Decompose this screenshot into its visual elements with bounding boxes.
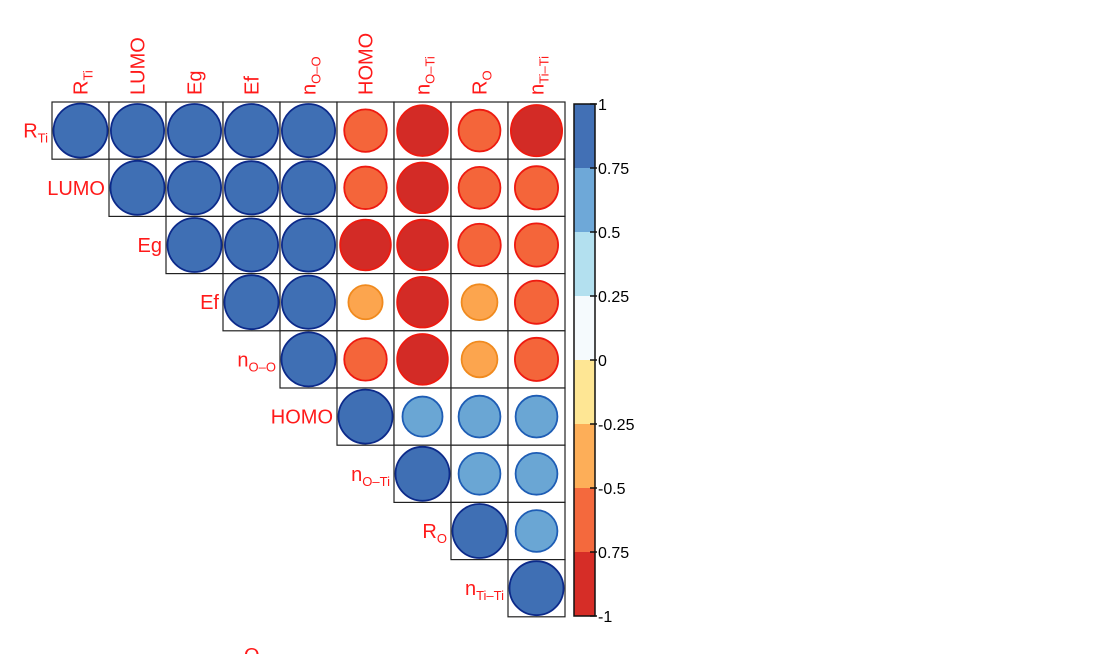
colorbar-tick-label: 0.25 — [598, 289, 629, 306]
corr-circle-r-ti-homo — [343, 108, 388, 153]
corr-circle-ef-ef — [223, 274, 280, 331]
corr-circle-ef-n-o-o — [281, 274, 336, 330]
colorbar-tick-label: -0.5 — [598, 481, 626, 498]
row-label-lumo: LUMO — [47, 178, 105, 200]
corr-circle-eg-n-o-o — [281, 217, 336, 273]
colorbar-segment — [574, 168, 595, 233]
corr-circle-lumo-n-o-o — [281, 160, 336, 216]
colorbar-tick-label: 0.75 — [598, 161, 629, 178]
colorbar-tick-label: 0.5 — [598, 225, 620, 242]
corr-circle-lumo-ef — [224, 160, 279, 216]
corr-circle-eg-n-ti-ti — [514, 222, 560, 268]
corr-circle-eg-homo — [339, 218, 392, 272]
colorbar: 1 0.75 0.5 0.25 0 -0.25 -0.5 0.75 -1 — [573, 97, 635, 626]
colorbar-segment — [574, 424, 595, 489]
corr-circle-r-ti-n-o-ti — [396, 104, 449, 157]
corr-circle-n-o-o-n-o-o — [280, 331, 337, 388]
corr-circle-ef-r-o — [460, 283, 499, 322]
colorbar-tick-label: 1 — [598, 97, 607, 114]
corr-circle-n-o-o-n-o-ti — [396, 333, 449, 386]
corr-circle-ef-n-ti-ti — [514, 279, 560, 325]
corr-circle-r-ti-r-ti — [52, 102, 109, 159]
row-label-eg: Eg — [138, 235, 162, 257]
corr-circle-r-o-r-o — [451, 503, 508, 559]
colorbar-segment — [574, 360, 595, 425]
corr-circle-n-o-o-homo — [343, 337, 388, 382]
row-label-r-o: RO — [422, 521, 447, 546]
colorbar-segment — [574, 232, 595, 297]
col-label-ef: Ef — [242, 76, 264, 95]
row-label-homo: HOMO — [271, 407, 333, 429]
col-label-n-o-ti: nO–Ti — [413, 56, 438, 95]
colorbar-tick-label: -0.25 — [598, 417, 635, 434]
row-label-n-ti-ti: nTi–Ti — [465, 578, 504, 603]
colorbar-tick-label: 0.75 — [598, 545, 629, 562]
corr-circle-n-o-ti-n-ti-ti — [514, 451, 559, 496]
correlation-grid — [51, 101, 566, 618]
row-label-r-ti: RTi — [23, 121, 48, 146]
corr-circle-n-ti-ti-n-ti-ti — [508, 560, 565, 617]
col-label-eg: Eg — [185, 71, 207, 95]
col-label-r-o: RO — [470, 70, 495, 95]
col-label-lumo: LUMO — [128, 37, 150, 95]
row-label-n-o-o: nO–O — [237, 349, 276, 374]
corr-circle-n-o-ti-n-o-ti — [394, 445, 451, 502]
col-label-homo: HOMO — [356, 33, 378, 95]
corr-circle-r-ti-n-ti-ti — [509, 104, 564, 158]
corr-circle-r-ti-eg — [167, 103, 222, 159]
corr-circle-lumo-homo — [343, 165, 388, 210]
corr-circle-homo-n-o-ti — [401, 395, 444, 438]
corr-circle-r-o-n-ti-ti — [514, 509, 559, 553]
colorbar-segment — [574, 488, 595, 553]
corr-circle-lumo-r-o — [457, 165, 502, 210]
corr-circle-eg-eg — [166, 217, 223, 273]
colorbar-tick-label: -1 — [598, 609, 612, 626]
corr-circle-lumo-n-ti-ti — [514, 165, 560, 211]
corr-circle-r-ti-lumo — [110, 103, 165, 159]
colorbar-segment — [574, 104, 595, 169]
row-label-n-o-ti: nO–Ti — [351, 464, 390, 489]
col-label-n-o-o: nO–O — [299, 56, 324, 95]
corr-circle-r-ti-n-o-o — [281, 103, 336, 159]
row-label-ef: Ef — [200, 292, 219, 314]
col-label-r-ti: RTi — [71, 70, 96, 95]
corr-circle-n-o-ti-r-o — [457, 451, 502, 496]
colorbar-tick-label: 0 — [598, 353, 607, 370]
corr-circle-homo-n-ti-ti — [514, 394, 559, 439]
corr-circle-lumo-eg — [167, 160, 222, 216]
column-labels: RTi LUMO Eg Ef nO–O HOMO nO–Ti RO nTi–Ti — [71, 33, 552, 95]
col-label-n-ti-ti: nTi–Ti — [527, 56, 552, 95]
corr-circle-homo-r-o — [457, 394, 502, 439]
cut-off-label: O — [244, 645, 260, 654]
corr-circle-r-ti-r-o — [457, 108, 502, 153]
corr-circle-n-o-o-n-ti-ti — [514, 336, 560, 382]
corr-circle-r-ti-ef — [224, 103, 279, 159]
corr-circle-eg-n-o-ti — [396, 218, 449, 272]
corr-circle-ef-n-o-ti — [396, 275, 449, 329]
colorbar-segment — [574, 296, 595, 361]
corr-circle-homo-homo — [337, 388, 394, 445]
corr-circle-lumo-n-o-ti — [396, 161, 449, 215]
corr-circle-lumo-lumo — [109, 159, 166, 216]
corr-circle-ef-homo — [347, 284, 384, 321]
colorbar-segment — [574, 552, 595, 617]
row-labels: RTi LUMO Eg Ef nO–O HOMO nO–Ti RO nTi–Ti — [23, 121, 504, 604]
corr-circle-eg-ef — [224, 217, 279, 273]
corr-circle-n-o-o-r-o — [460, 340, 499, 379]
corr-circle-eg-r-o — [457, 222, 502, 268]
